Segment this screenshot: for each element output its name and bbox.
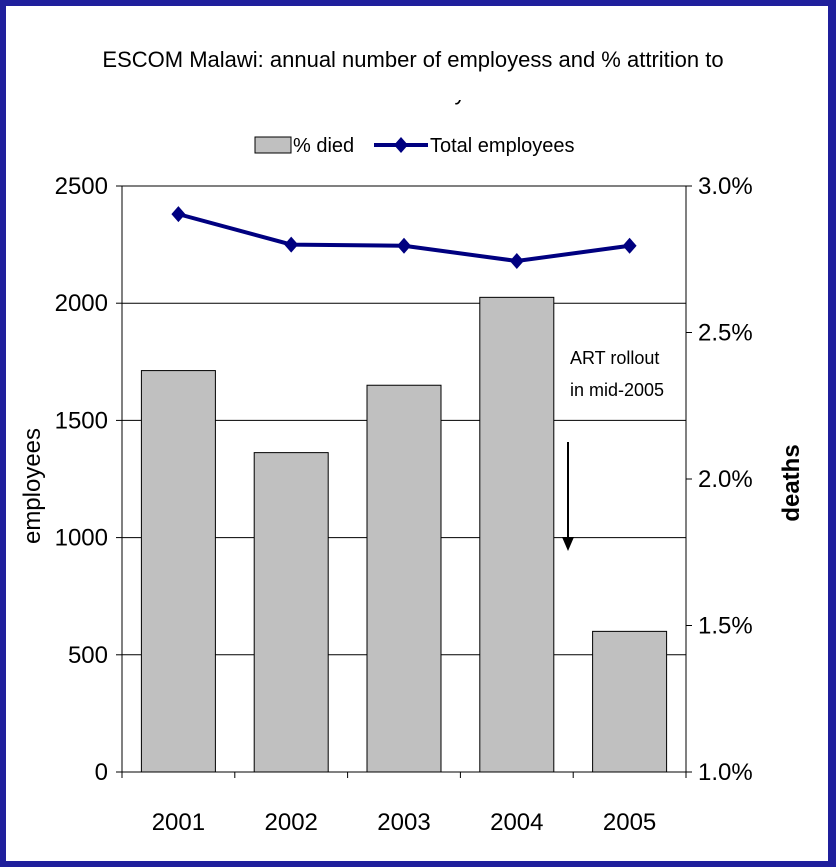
right-tick-label: 2.5% (698, 320, 753, 347)
left-axis-title: employees (19, 428, 46, 544)
legend-label-line: Total employees (430, 135, 575, 157)
right-axis-ticks: 1.0% 1.5% 2.0% 2.5% 3.0% (686, 173, 753, 786)
chart-title-line-1: ESCOM Malawi: annual number of employess… (102, 47, 723, 72)
employees-point-2002 (284, 236, 299, 253)
employees-point-2005 (622, 237, 637, 254)
x-tick-label: 2005 (603, 809, 656, 836)
bar-2004 (479, 296, 555, 773)
right-tick-label: 1.0% (698, 759, 753, 786)
left-tick-label: 500 (68, 642, 108, 669)
x-tick-label: 2001 (152, 809, 205, 836)
legend: % died Total employees (254, 135, 575, 157)
bar-2005 (592, 630, 668, 773)
x-axis-ticks: 2001 2002 2003 2004 2005 (121, 772, 687, 836)
chart-frame: ESCOM Malawi: annual number of employess… (6, 6, 828, 861)
chart: ESCOM Malawi: annual number of employess… (6, 47, 828, 836)
bar-2003 (366, 384, 442, 773)
annotation-arrow-head (562, 537, 574, 551)
employees-line-path (177, 212, 630, 264)
right-axis-title: deaths (778, 444, 805, 521)
right-tick-label: 2.0% (698, 466, 753, 493)
bars (140, 296, 668, 773)
left-tick-label: 2000 (55, 290, 108, 317)
right-tick-label: 1.5% (698, 613, 753, 640)
legend-marker-diamond (394, 137, 408, 153)
employees-point-2003 (397, 237, 411, 254)
x-tick-label: 2003 (377, 809, 430, 836)
employees-point-2004 (509, 253, 524, 270)
annotation-line-2: in mid-2005 (570, 380, 664, 400)
right-tick-label: 3.0% (698, 173, 753, 200)
employees-point-2001 (171, 206, 186, 223)
legend-label-bar: % died (293, 135, 354, 157)
bar-2002 (253, 452, 329, 773)
art-annotation: ART rollout in mid-2005 (562, 348, 664, 551)
left-tick-label: 1000 (55, 525, 108, 552)
left-axis-ticks: 0 500 1000 1500 2000 2500 (55, 173, 122, 786)
left-tick-label: 0 (95, 759, 108, 786)
title-clip-mask (6, 82, 828, 100)
x-tick-label: 2002 (265, 809, 318, 836)
left-tick-label: 1500 (55, 407, 108, 434)
employees-line (171, 206, 637, 270)
legend-swatch-bar (254, 136, 292, 154)
x-tick-label: 2004 (490, 809, 543, 836)
annotation-line-1: ART rollout (570, 348, 659, 368)
bar-2001 (140, 370, 216, 773)
left-tick-label: 2500 (55, 173, 108, 200)
